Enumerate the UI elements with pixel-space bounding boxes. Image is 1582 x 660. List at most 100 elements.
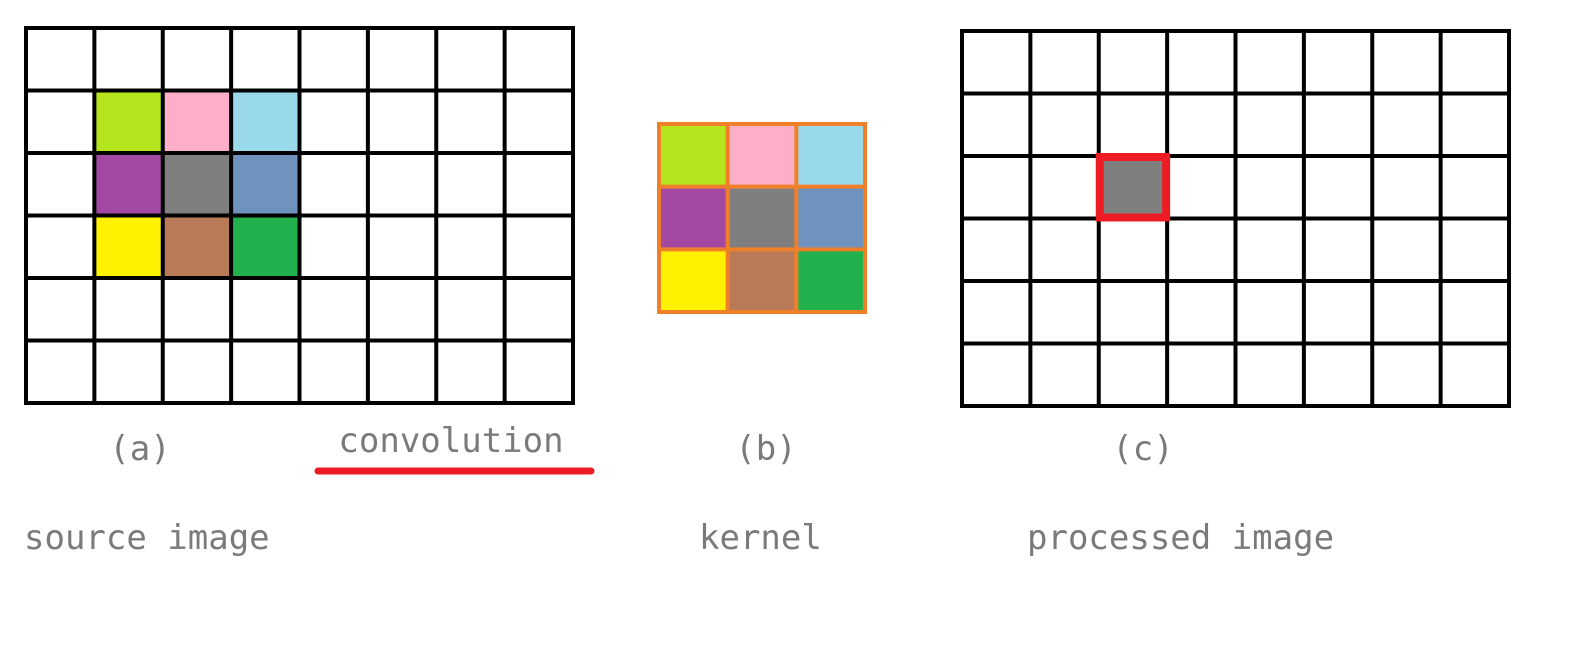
source-cell — [504, 90, 573, 153]
processed-cell — [1440, 343, 1509, 406]
processed-image-grid — [960, 29, 1511, 408]
source-caption: source image — [24, 518, 270, 558]
source-cell — [94, 90, 163, 153]
processed-cell — [1030, 93, 1099, 156]
source-cell — [94, 340, 163, 403]
processed-cell — [1098, 281, 1168, 344]
source-cell — [162, 153, 232, 216]
source-cell — [367, 215, 437, 278]
processed-cell — [1440, 31, 1509, 94]
kernel-grid — [657, 122, 867, 314]
source-cell — [299, 90, 368, 153]
source-cell — [231, 90, 300, 153]
processed-cell — [962, 281, 1031, 344]
kernel-cell — [796, 186, 865, 250]
processed-cell — [962, 156, 1031, 219]
processed-cell — [1098, 218, 1168, 281]
source-cell — [26, 90, 95, 153]
processed-cell — [1235, 218, 1304, 281]
source-cell — [504, 28, 573, 91]
processed-cell — [1440, 93, 1509, 156]
source-cell — [26, 153, 95, 216]
source-cell — [162, 340, 232, 403]
processed-cell — [1030, 31, 1099, 94]
source-cell — [231, 340, 300, 403]
source-cell — [299, 215, 368, 278]
kernel-caption: kernel — [699, 518, 822, 558]
processed-highlight-cell — [1095, 153, 1171, 222]
processed-cell — [1030, 343, 1099, 406]
kernel-cell — [727, 249, 797, 312]
source-cell — [94, 28, 163, 91]
kernel-cell — [796, 124, 865, 187]
processed-cell — [1235, 281, 1304, 344]
processed-cell — [1098, 156, 1168, 219]
source-cell — [26, 278, 95, 341]
source-cell — [231, 278, 300, 341]
source-cell — [162, 215, 232, 278]
kernel-cell — [796, 249, 865, 312]
source-cell — [367, 278, 437, 341]
processed-cell — [962, 218, 1031, 281]
source-cell — [26, 215, 95, 278]
processed-cell — [1440, 281, 1509, 344]
source-cell — [299, 278, 368, 341]
processed-cell — [1440, 218, 1509, 281]
source-cell — [436, 278, 505, 341]
kernel-cell — [659, 249, 728, 312]
kernel-tag: (b) — [735, 429, 796, 469]
source-cell — [231, 215, 300, 278]
source-cell — [299, 340, 368, 403]
source-image-grid — [24, 26, 575, 405]
processed-cell — [1303, 156, 1373, 219]
processed-cell — [1235, 156, 1304, 219]
processed-cell — [1372, 93, 1441, 156]
source-cell — [367, 340, 437, 403]
processed-cell — [1098, 93, 1168, 156]
source-cell — [436, 153, 505, 216]
source-cell — [94, 215, 163, 278]
source-cell — [162, 90, 232, 153]
source-cell — [436, 90, 505, 153]
source-cell — [299, 28, 368, 91]
processed-cell — [1030, 156, 1099, 219]
processed-cell — [962, 31, 1031, 94]
source-cell — [162, 28, 232, 91]
processed-cell — [1235, 343, 1304, 406]
processed-cell — [1303, 343, 1373, 406]
kernel-cell — [727, 124, 797, 187]
source-cell — [504, 340, 573, 403]
source-cell — [94, 278, 163, 341]
source-cell — [94, 153, 163, 216]
processed-cell — [1303, 93, 1373, 156]
processed-cell — [1235, 31, 1304, 94]
processed-cell — [1030, 218, 1099, 281]
processed-cell — [1167, 31, 1236, 94]
convolution-label: convolution — [338, 421, 563, 461]
processed-cell — [1098, 31, 1168, 94]
kernel-cell — [659, 186, 728, 250]
processed-cell — [1303, 218, 1373, 281]
source-cell — [436, 28, 505, 91]
processed-cell — [1372, 281, 1441, 344]
source-cell — [367, 153, 437, 216]
source-cell — [504, 215, 573, 278]
processed-cell — [1167, 93, 1236, 156]
processed-cell — [1167, 281, 1236, 344]
processed-caption: processed image — [1027, 518, 1334, 558]
kernel-cell — [727, 186, 797, 250]
processed-cell — [1167, 343, 1236, 406]
source-cell — [26, 340, 95, 403]
source-tag: (a) — [109, 429, 170, 469]
processed-tag: (c) — [1112, 429, 1173, 469]
kernel-cell — [659, 124, 728, 187]
source-cell — [436, 215, 505, 278]
source-cell — [504, 278, 573, 341]
source-cell — [299, 153, 368, 216]
processed-cell — [1030, 281, 1099, 344]
processed-cell — [1440, 156, 1509, 219]
source-cell — [367, 90, 437, 153]
processed-cell — [1372, 218, 1441, 281]
processed-cell — [1303, 281, 1373, 344]
